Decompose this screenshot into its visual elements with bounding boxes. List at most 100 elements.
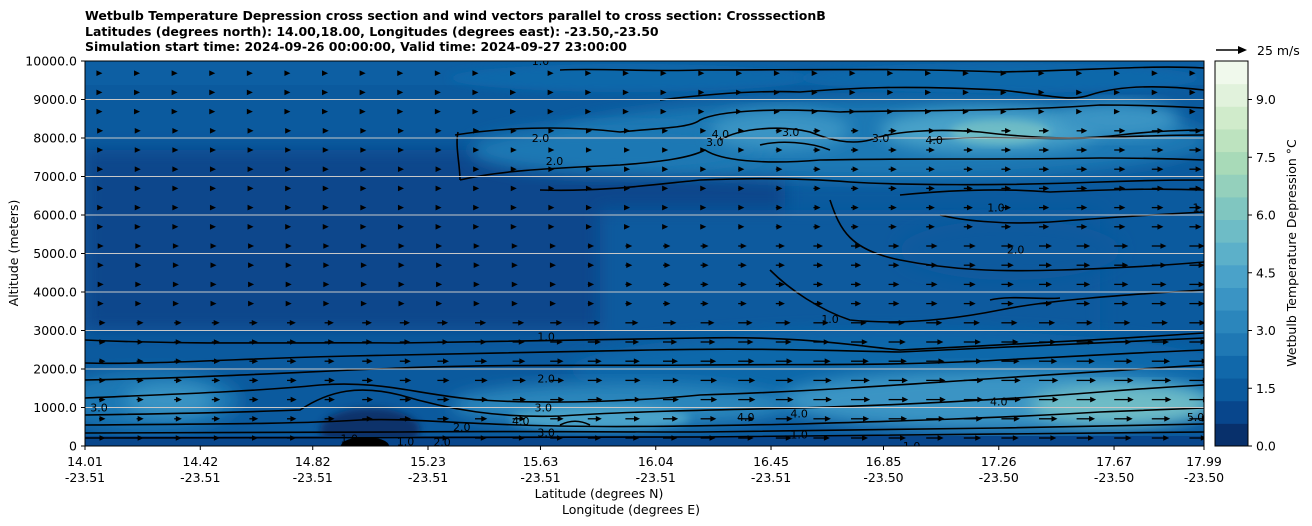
- wind-vector: [1001, 358, 1020, 364]
- wind-vector: [585, 89, 592, 96]
- wind-vector: [1076, 224, 1088, 230]
- wind-vector: [246, 70, 253, 76]
- wind-vector: [172, 281, 179, 288]
- wind-vector: [510, 108, 517, 115]
- wind-vector: [585, 108, 592, 115]
- contour-label: 2.0: [453, 421, 471, 434]
- wind-vector: [174, 416, 182, 422]
- wind-vector: [248, 262, 255, 268]
- wind-vector: [700, 224, 707, 230]
- wind-vector: [360, 204, 367, 211]
- colorbar: 0.0 1.5 3.0 4.5 6.0 7.5 9.0: [1214, 60, 1276, 454]
- wind-vector: [1189, 300, 1204, 307]
- colorbar-segment: [1215, 332, 1248, 356]
- wind-vector: [625, 396, 641, 403]
- wind-vector: [436, 243, 443, 249]
- wind-vector: [134, 70, 141, 76]
- wind-vector: [249, 416, 259, 422]
- y-tick-label: 4000.0: [33, 285, 77, 300]
- wind-vector: [172, 243, 179, 249]
- contour-lines: [85, 66, 1204, 439]
- wind-vector: [887, 51, 893, 57]
- wind-vector: [887, 89, 894, 96]
- wind-vector: [97, 147, 104, 153]
- wind-vector: [1113, 108, 1120, 115]
- wind-vector: [1076, 320, 1093, 326]
- chart-title: Wetbulb Temperature Depression cross sec…: [85, 8, 826, 55]
- wind-vector: [738, 396, 756, 403]
- wind-vector: [211, 377, 221, 384]
- wind-vector: [660, 108, 667, 115]
- colorbar-segment: [1215, 83, 1248, 107]
- wind-vector: [622, 108, 629, 115]
- wind-vector: [773, 108, 780, 115]
- wind-vector: [437, 416, 450, 422]
- wind-vector: [1001, 281, 1014, 288]
- wind-vector: [963, 339, 981, 345]
- wind-vector: [775, 204, 783, 211]
- wind-vector: [738, 147, 745, 153]
- wind-vector: [775, 300, 785, 307]
- wind-vector: [436, 281, 443, 288]
- contour-label: 5.0: [1187, 411, 1205, 424]
- wind-vector: [888, 262, 900, 268]
- wind-vector: [1114, 358, 1133, 364]
- wind-vector: [209, 147, 216, 153]
- wind-vector: [1039, 262, 1052, 268]
- wind-vector: [738, 185, 745, 192]
- wind-vector: [174, 435, 182, 441]
- wind-vector: [1076, 51, 1082, 57]
- wind-vector: [134, 128, 141, 134]
- wind-vector: [96, 70, 103, 76]
- wind-vector: [1151, 320, 1168, 326]
- wind-vector: [322, 147, 329, 153]
- wind-vector: [775, 396, 794, 403]
- wind-vector: [284, 108, 291, 115]
- wind-vector: [1151, 416, 1171, 422]
- wind-vector: [813, 300, 824, 307]
- wind-vector: [738, 358, 755, 364]
- wind-vector: [1189, 320, 1204, 326]
- wind-vector: [172, 224, 179, 230]
- y-axis-label: Altitude (meters): [6, 200, 21, 307]
- wind-vector: [813, 416, 831, 422]
- wind-vector: [738, 128, 745, 134]
- x-tick-label-lat: 15.63: [523, 454, 559, 469]
- wind-vector: [625, 320, 639, 326]
- wind-vector: [1076, 416, 1096, 422]
- wind-vector: [1151, 300, 1167, 307]
- wind-vector: [925, 51, 931, 57]
- wind-vector: [888, 377, 908, 384]
- wind-vector: [1076, 204, 1088, 211]
- wind-vector: [1076, 185, 1088, 192]
- wind-vector: [926, 339, 944, 345]
- wind-vector: [585, 185, 592, 192]
- x-tick-label-lon: -23.51: [636, 470, 676, 485]
- x-tick-label-lon: -23.51: [520, 470, 560, 485]
- contour-label: 4.0: [712, 128, 730, 141]
- wind-vector: [1039, 339, 1057, 345]
- wind-vector: [399, 416, 411, 422]
- wind-vector: [813, 185, 821, 192]
- wind-vector: [587, 339, 602, 345]
- wind-vector: [322, 89, 329, 96]
- wind-vector: [209, 166, 216, 172]
- contour-label: 1.0: [341, 432, 359, 445]
- wind-vector: [1114, 396, 1134, 403]
- wind-vector: [625, 377, 641, 384]
- wind-vector: [210, 281, 217, 288]
- wind-vector: [813, 320, 829, 326]
- wind-vector: [548, 166, 555, 172]
- wind-vector: [136, 358, 144, 364]
- wind-vector: [172, 262, 179, 268]
- wind-vector: [322, 128, 329, 134]
- wind-vector: [134, 185, 141, 192]
- wind-vector: [660, 89, 667, 96]
- wind-vector: [1114, 243, 1129, 249]
- contour-label: 1.0: [790, 428, 808, 441]
- wind-vector: [1039, 416, 1058, 422]
- wind-vector: [888, 281, 900, 288]
- wind-vector: [135, 262, 142, 268]
- wind-vector: [547, 108, 554, 115]
- wind-vector: [287, 396, 297, 403]
